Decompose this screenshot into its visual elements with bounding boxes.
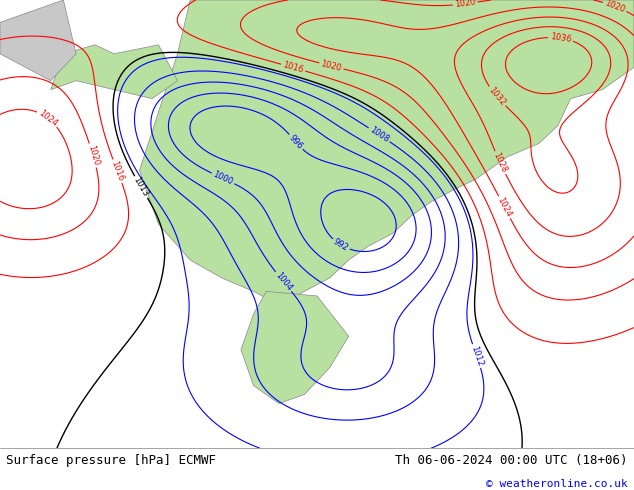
Text: 1013: 1013	[132, 175, 150, 198]
Text: 1020: 1020	[320, 59, 342, 73]
Text: 992: 992	[332, 237, 350, 253]
Polygon shape	[139, 0, 634, 305]
Text: Surface pressure [hPa] ECMWF: Surface pressure [hPa] ECMWF	[6, 454, 216, 467]
Text: Th 06-06-2024 00:00 UTC (18+06): Th 06-06-2024 00:00 UTC (18+06)	[395, 454, 628, 467]
Text: 1012: 1012	[469, 344, 484, 368]
Text: 1020: 1020	[454, 0, 476, 9]
Polygon shape	[241, 292, 349, 404]
Text: 1016: 1016	[110, 160, 126, 183]
Text: 1036: 1036	[550, 32, 572, 44]
Text: 1020: 1020	[604, 0, 626, 14]
Text: 1016: 1016	[281, 60, 304, 75]
Text: 1004: 1004	[273, 270, 294, 293]
Text: 1024: 1024	[496, 196, 514, 219]
Text: © weatheronline.co.uk: © weatheronline.co.uk	[486, 479, 628, 489]
Text: 1028: 1028	[492, 151, 508, 174]
Text: 1020: 1020	[86, 144, 100, 167]
Polygon shape	[51, 45, 178, 98]
Text: 1008: 1008	[368, 125, 391, 144]
Text: 1032: 1032	[487, 85, 507, 107]
Text: 996: 996	[287, 133, 304, 151]
Text: 1024: 1024	[37, 108, 59, 128]
Text: 1000: 1000	[212, 170, 235, 187]
Polygon shape	[0, 0, 76, 81]
